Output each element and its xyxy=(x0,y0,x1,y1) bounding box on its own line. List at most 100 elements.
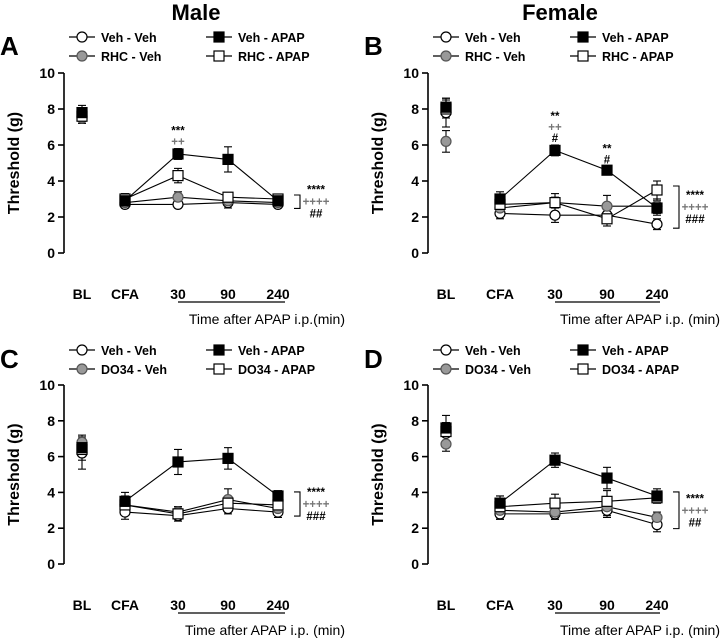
panel-c-x-tick-label: BL xyxy=(73,597,92,613)
panel-c-stat-bracket xyxy=(294,491,301,517)
panel-d-y-tick-label: 0 xyxy=(411,556,419,572)
panel-b-point-veh_veh xyxy=(549,209,561,221)
panel-d-line-veh_apap xyxy=(499,459,658,504)
panel-b-stat-label: ### xyxy=(685,214,705,226)
panel-b-point-treat_veh xyxy=(440,135,452,147)
panel-b-point-veh_apap xyxy=(601,164,613,176)
panel-b-point-treat_veh xyxy=(601,200,613,212)
panel-a-point-treat_apap xyxy=(222,191,234,203)
panel-a-y-label: Threshold (g) xyxy=(6,112,23,214)
panel-a-point-veh_apap xyxy=(172,148,184,160)
panel-b-point-treat_apap xyxy=(549,197,561,209)
panel-b-y-label: Threshold (g) xyxy=(370,112,387,214)
panel-a-point-veh_apap xyxy=(222,153,234,165)
panel-b-line-veh_veh xyxy=(499,212,658,225)
panel-d-point-treat_veh xyxy=(440,438,452,450)
panel-b-x-label: Time after APAP i.p. (min) xyxy=(560,311,720,327)
panel-a-x-label: Time after APAP i.p.(min) xyxy=(189,311,345,327)
panel-b-point-annotation: ++ xyxy=(548,122,562,134)
panel-a-legend-label-veh_veh: Veh - Veh xyxy=(101,31,157,45)
panel-c-stat-label: ++++ xyxy=(303,499,330,511)
panel-d-legend-label-veh_veh: Veh - Veh xyxy=(465,344,521,358)
panel-b-point-veh_apap xyxy=(549,144,561,156)
panel-d-stat-label: **** xyxy=(686,493,704,505)
panel-b-stat-bracket xyxy=(673,185,680,229)
panel-b-legend-label-veh_apap: Veh - APAP xyxy=(602,31,669,45)
panel-b-x-tick-label: 240 xyxy=(645,286,669,302)
panel-c-x-label: Time after APAP i.p. (min) xyxy=(185,622,345,638)
panel-c-legend-marker-veh_veh xyxy=(76,344,88,356)
panel-a-point-treat_veh xyxy=(172,191,184,203)
panel-c-point-veh_apap xyxy=(119,495,131,507)
panel-d-y-tick-label: 4 xyxy=(411,484,419,500)
panel-c-y-tick-label: 0 xyxy=(47,556,55,572)
panel-b-stat-label: **** xyxy=(686,190,704,202)
panel-c-line-veh_apap xyxy=(124,457,279,502)
panel-a-stat-label: ## xyxy=(310,209,323,221)
panel-d-legend-label-treat_veh: DO34 - Veh xyxy=(465,363,531,377)
panel-a-stat-label: ++++ xyxy=(303,197,330,209)
panel-a-line-veh_veh xyxy=(125,202,279,205)
panel-a-line-treat_apap xyxy=(124,174,279,200)
panel-b-point-veh_apap xyxy=(440,101,452,113)
panel-c-x-tick-label: CFA xyxy=(111,597,139,613)
panel-d-point-treat_apap xyxy=(601,495,613,507)
panel-a-y-tick-label: 0 xyxy=(47,245,55,261)
panel-c-line-treat_apap xyxy=(124,502,279,515)
panel-c-legend-label-veh_veh: Veh - Veh xyxy=(101,344,157,358)
panel-a-x-tick-label: 90 xyxy=(220,286,236,302)
panel-a-point-veh_apap xyxy=(76,106,88,119)
panel-d-x-tick-label: 30 xyxy=(547,597,563,613)
panel-b-legend-marker-veh_veh xyxy=(440,31,452,43)
panel-a-legend-marker-treat_apap xyxy=(213,50,225,62)
panel-c-legend-marker-veh_apap xyxy=(213,344,225,356)
panel-a-stat-bracket xyxy=(294,194,301,209)
panel-d-y-tick-label: 2 xyxy=(411,520,419,536)
panel-c-y-tick-label: 10 xyxy=(39,377,55,393)
panel-a-y-tick-label: 2 xyxy=(47,209,55,225)
panel-a-point-veh_apap xyxy=(272,195,284,207)
panel-b-y-tick-label: 8 xyxy=(411,101,419,117)
panel-d-y-tick-label: 10 xyxy=(403,377,419,393)
panel-c-y-label: Threshold (g) xyxy=(6,423,23,525)
panel-c-stat-label: ### xyxy=(306,511,326,523)
panel-d-letter: D xyxy=(364,344,383,374)
panel-c-point-veh_apap xyxy=(76,442,88,454)
panel-c-point-veh_apap xyxy=(172,456,184,468)
panel-a-legend-marker-veh_veh xyxy=(76,31,88,43)
panel-d-y-tick-label: 8 xyxy=(411,413,419,429)
panel-b-point-annotation: ** xyxy=(551,111,560,123)
panel-c-point-veh_apap xyxy=(272,490,284,502)
panel-b-y-tick-label: 0 xyxy=(411,245,419,261)
panel-b-x-tick-label: 90 xyxy=(599,286,615,302)
panel-a-legend-label-treat_veh: RHC - Veh xyxy=(101,50,161,64)
panel-b-point-veh_apap xyxy=(651,202,663,214)
panel-c-x-tick-label: 30 xyxy=(170,597,186,613)
panel-b-point-veh_veh xyxy=(651,218,663,230)
panel-d-point-treat_veh xyxy=(651,511,663,524)
column-title-female: Female xyxy=(522,0,598,25)
panel-a-legend-label-treat_apap: RHC - APAP xyxy=(238,50,310,64)
panel-d-stat-bracket xyxy=(673,491,680,530)
panel-a-y-tick-label: 4 xyxy=(47,173,55,189)
panel-b-point-treat_apap xyxy=(651,184,663,196)
panel-c-y-tick-label: 8 xyxy=(47,413,55,429)
panel-d-point-veh_apap xyxy=(549,454,561,466)
panel-d-x-tick-label: 240 xyxy=(645,597,669,613)
panel-c-legend-label-treat_veh: DO34 - Veh xyxy=(101,363,167,377)
panel-c-legend-marker-treat_veh xyxy=(76,363,88,375)
panel-c-point-treat_apap xyxy=(172,508,184,520)
panel-d-legend-label-treat_apap: DO34 - APAP xyxy=(602,363,679,377)
panel-c-stat-label: **** xyxy=(307,487,325,499)
panel-a-stat-label: **** xyxy=(307,185,325,197)
panel-d-point-veh_apap xyxy=(651,490,663,502)
panel-a-legend-marker-treat_veh xyxy=(76,50,88,62)
panel-d-x-tick-label: CFA xyxy=(486,597,514,613)
panel-c-x-tick-label: 90 xyxy=(220,597,236,613)
panel-b-point-veh_apap xyxy=(494,193,506,205)
panel-a-point-treat_apap xyxy=(172,170,184,182)
panel-c-y-tick-label: 2 xyxy=(47,520,55,536)
panel-d-x-tick-label: 90 xyxy=(599,597,615,613)
panel-a-x-tick-label: CFA xyxy=(111,286,139,302)
panel-d-stat-label: ++++ xyxy=(682,505,709,517)
